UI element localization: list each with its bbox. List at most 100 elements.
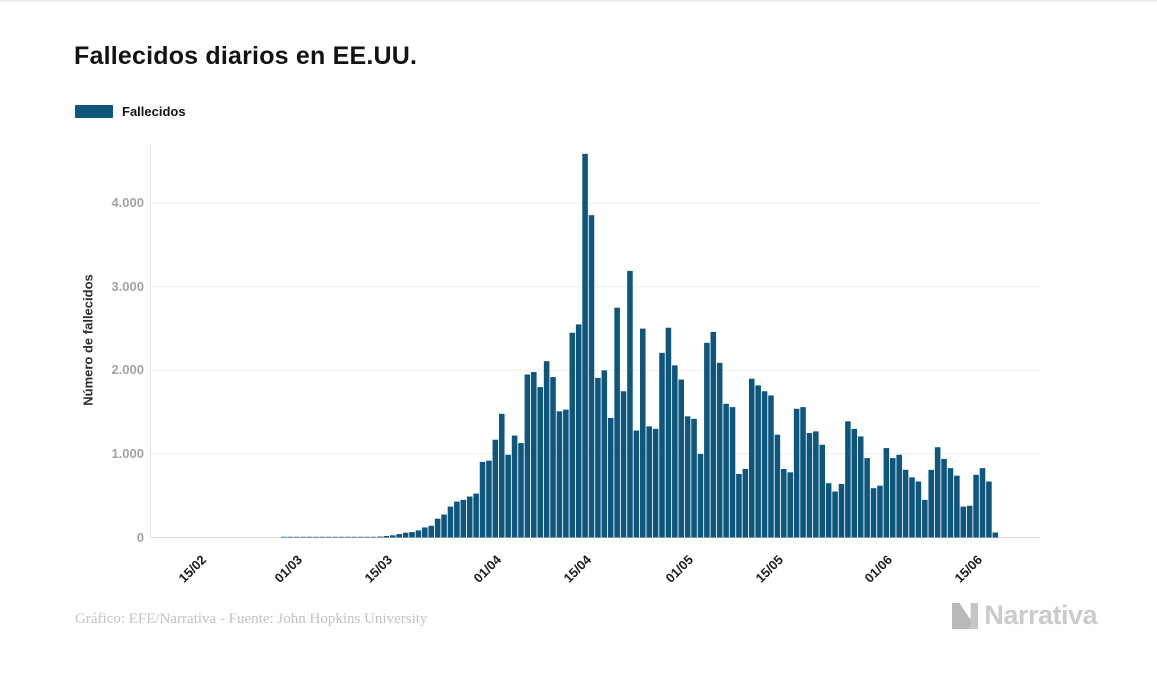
bar[interactable] <box>736 473 742 538</box>
bar[interactable] <box>915 481 922 538</box>
bar[interactable] <box>306 536 313 538</box>
bar[interactable] <box>966 505 973 538</box>
bar[interactable] <box>806 433 813 538</box>
bar[interactable] <box>390 535 396 538</box>
bar[interactable] <box>402 532 409 538</box>
bar[interactable] <box>582 153 588 538</box>
bar[interactable] <box>729 407 736 538</box>
bar[interactable] <box>319 536 326 538</box>
bar[interactable] <box>825 483 832 538</box>
bar[interactable] <box>428 525 435 538</box>
bar[interactable] <box>774 434 781 538</box>
bar[interactable] <box>652 428 659 538</box>
bar[interactable] <box>909 477 915 538</box>
bar[interactable] <box>287 536 293 538</box>
bar[interactable] <box>928 469 934 538</box>
bar[interactable] <box>877 485 883 538</box>
bar[interactable] <box>300 536 306 538</box>
bar[interactable] <box>665 327 672 538</box>
bar[interactable] <box>851 428 858 538</box>
bar[interactable] <box>601 370 608 538</box>
bar[interactable] <box>396 534 402 538</box>
bar[interactable] <box>723 403 729 538</box>
bar[interactable] <box>524 374 531 538</box>
bar[interactable] <box>325 536 332 538</box>
bar[interactable] <box>813 431 819 538</box>
bar[interactable] <box>659 352 665 538</box>
bar[interactable] <box>870 488 877 538</box>
bar[interactable] <box>409 532 415 538</box>
bar[interactable] <box>781 468 787 538</box>
bar[interactable] <box>473 493 479 538</box>
bar[interactable] <box>896 454 902 538</box>
bar[interactable] <box>934 447 941 538</box>
bar[interactable] <box>755 385 761 538</box>
bar[interactable] <box>627 270 633 538</box>
bar[interactable] <box>281 536 287 538</box>
bar[interactable] <box>845 421 851 538</box>
bar[interactable] <box>748 378 755 538</box>
bar[interactable] <box>883 448 890 538</box>
bar[interactable] <box>800 407 806 538</box>
bar[interactable] <box>787 472 793 538</box>
bar[interactable] <box>377 536 383 538</box>
bar[interactable] <box>556 411 563 538</box>
bar[interactable] <box>832 491 838 538</box>
bar[interactable] <box>498 413 505 538</box>
bar[interactable] <box>492 439 499 538</box>
bar[interactable] <box>716 362 723 538</box>
bar[interactable] <box>941 458 947 538</box>
bar[interactable] <box>960 506 967 538</box>
bar[interactable] <box>332 536 338 538</box>
bar[interactable] <box>697 453 704 538</box>
bar[interactable] <box>954 475 960 538</box>
bar[interactable] <box>947 468 954 538</box>
bar[interactable] <box>345 536 351 538</box>
bar[interactable] <box>742 468 749 538</box>
bar[interactable] <box>793 408 800 538</box>
bar[interactable] <box>466 496 473 538</box>
bar[interactable] <box>383 536 390 538</box>
bar[interactable] <box>293 536 300 538</box>
bar[interactable] <box>460 499 467 538</box>
bar[interactable] <box>640 328 646 538</box>
bar[interactable] <box>531 372 537 538</box>
bar[interactable] <box>710 331 717 538</box>
bar[interactable] <box>447 506 454 538</box>
bar[interactable] <box>992 532 999 538</box>
bar[interactable] <box>922 499 928 538</box>
bar[interactable] <box>563 409 569 538</box>
bar[interactable] <box>550 377 556 538</box>
bar[interactable] <box>691 418 697 538</box>
bar[interactable] <box>761 391 768 538</box>
bar[interactable] <box>441 514 447 538</box>
bar[interactable] <box>422 527 428 538</box>
bar[interactable] <box>857 436 864 538</box>
bar[interactable] <box>364 536 370 538</box>
bar[interactable] <box>973 474 979 538</box>
bar[interactable] <box>505 454 511 538</box>
bar[interactable] <box>819 444 826 538</box>
bar[interactable] <box>537 387 543 538</box>
bar[interactable] <box>543 361 550 538</box>
bar[interactable] <box>588 215 595 538</box>
bar[interactable] <box>704 342 710 538</box>
bar[interactable] <box>454 501 460 538</box>
bar[interactable] <box>889 458 896 538</box>
bar[interactable] <box>575 324 582 538</box>
bar[interactable] <box>620 391 627 538</box>
bar[interactable] <box>672 365 678 538</box>
bar[interactable] <box>768 395 774 538</box>
bar[interactable] <box>607 417 614 538</box>
bar[interactable] <box>864 458 870 538</box>
bar[interactable] <box>338 536 345 538</box>
bar[interactable] <box>595 377 601 538</box>
bar[interactable] <box>678 379 685 538</box>
bar[interactable] <box>313 536 319 538</box>
bar[interactable] <box>415 530 422 538</box>
bar[interactable] <box>646 426 652 538</box>
bar[interactable] <box>614 307 620 538</box>
legend[interactable]: Fallecidos <box>75 104 186 119</box>
bar[interactable] <box>511 435 518 538</box>
bar[interactable] <box>838 484 845 538</box>
